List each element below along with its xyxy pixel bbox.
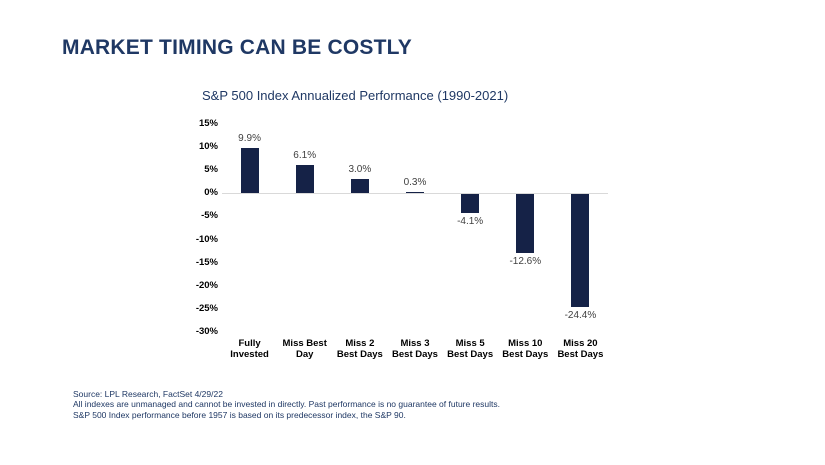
y-axis-tick-label: -15% [195, 256, 218, 268]
y-axis-tick-label: 0% [204, 187, 218, 199]
bar [461, 194, 480, 214]
x-axis-category-label: Miss 3 Best Days [382, 338, 448, 360]
category-label-line: Miss 20 [563, 338, 598, 349]
x-axis-category-label: Fully Invested [217, 338, 283, 360]
bar-value-label: -4.1% [457, 216, 484, 228]
bar [240, 147, 259, 194]
category-label-line: Best Days [336, 349, 383, 360]
x-axis-category-label: Miss 5 Best Days [437, 338, 503, 360]
bar [350, 179, 369, 194]
category-label-line: Fully [238, 338, 261, 349]
y-axis-tick-label: -5% [201, 210, 218, 222]
y-axis-tick-label: 5% [204, 164, 218, 176]
bar-value-label: -24.4% [564, 310, 597, 322]
category-label-line: Best Days [557, 349, 604, 360]
x-axis-category-label: Miss 2 Best Days [327, 338, 393, 360]
bar-chart: 15% 10% 5% 0% -5% -10% -15% -20% -25% -30% 9.9% Ful… [196, 119, 608, 360]
y-axis-tick-label: -10% [195, 233, 218, 245]
category-label-line: Miss 5 [455, 338, 485, 349]
bar-value-label: -12.6% [509, 255, 542, 267]
source-footnote: Source: LPL Research, FactSet 4/29/22 Al… [73, 389, 500, 420]
bar [516, 194, 535, 253]
category-label-line: Miss 2 [345, 338, 375, 349]
category-label-line: Miss 10 [508, 338, 543, 349]
bar-value-label: 6.1% [293, 150, 317, 162]
y-axis-tick-label: 10% [198, 141, 218, 153]
y-axis-tick-label: -30% [195, 326, 218, 337]
category-label-line: Best Days [392, 349, 438, 360]
predecessor-line: S&P 500 Index performance before 1957 is… [73, 409, 406, 420]
category-label-line: Invested [230, 349, 269, 360]
zero-baseline [222, 193, 608, 195]
bar [571, 194, 590, 308]
y-axis-tick-label: -20% [195, 279, 218, 291]
x-axis-category-label: Miss Best Day [272, 338, 338, 360]
category-label-line: Miss 3 [400, 338, 430, 349]
y-axis-tick-label: 15% [198, 118, 218, 129]
source-line: Source: LPL Research, FactSet 4/29/22 [73, 389, 223, 399]
disclaimer-line: All indexes are unmanaged and cannot be … [73, 399, 500, 410]
category-label-line: Best Days [447, 349, 494, 360]
bar-value-label: 3.0% [348, 164, 372, 176]
bar [406, 191, 424, 194]
category-label-line: Miss Best [282, 338, 327, 349]
chart-title: S&P 500 Index Annualized Performance (19… [202, 88, 509, 103]
bar [295, 165, 314, 194]
y-axis-tick-label: -25% [195, 302, 218, 314]
page-title: MARKET TIMING CAN BE COSTLY [62, 36, 412, 59]
category-label-line: Best Days [502, 349, 549, 360]
x-axis-category-label: Miss 20 Best Days [547, 338, 613, 360]
bar-value-label: 0.3% [403, 176, 427, 188]
category-label-line: Day [295, 349, 314, 360]
bar-value-label: 9.9% [238, 132, 261, 144]
x-axis-category-label: Miss 10 Best Days [492, 338, 558, 360]
